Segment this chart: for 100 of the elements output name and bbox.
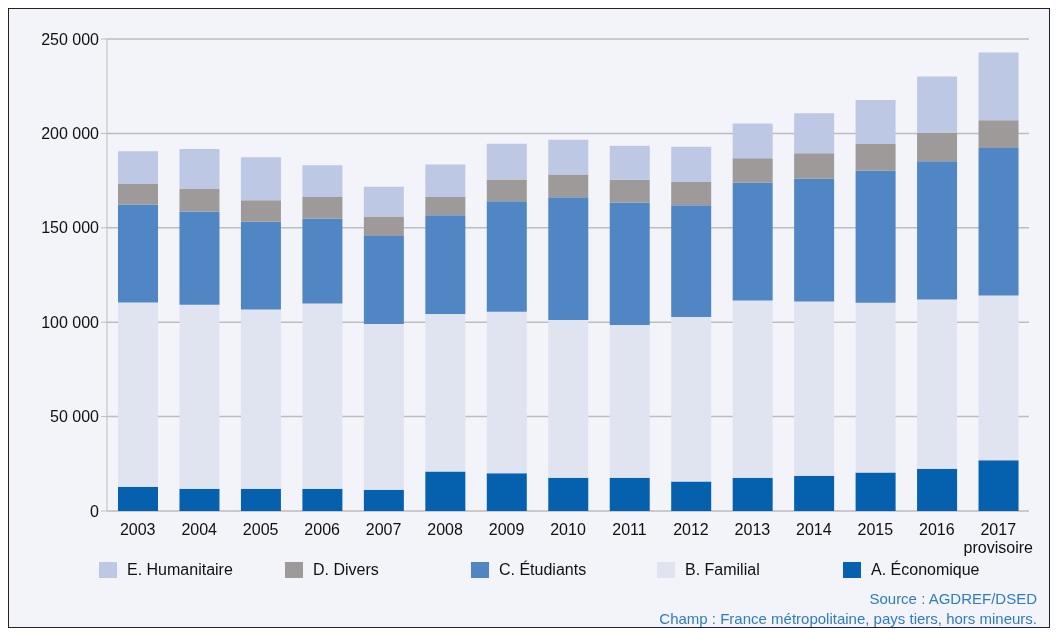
bar — [609, 145, 650, 180]
bar — [363, 324, 404, 490]
bar — [425, 197, 466, 216]
bar — [179, 304, 220, 489]
bar — [118, 204, 158, 303]
bar — [486, 473, 527, 511]
bar — [302, 303, 343, 489]
y-tick-label: 150 000 — [41, 219, 100, 237]
bar — [118, 184, 158, 205]
bar — [855, 472, 896, 511]
x-tick-label: 2005 — [242, 521, 279, 538]
bar — [363, 489, 404, 511]
bar — [732, 158, 773, 183]
bar — [179, 488, 220, 511]
bar — [425, 215, 466, 314]
bar — [671, 481, 712, 511]
bar — [794, 153, 835, 179]
bar — [671, 181, 712, 206]
bar — [609, 325, 650, 478]
bar — [363, 236, 404, 325]
bar — [302, 165, 343, 198]
x-tick-label: 2013 — [734, 521, 771, 538]
bar — [425, 164, 466, 198]
bar — [978, 120, 1019, 148]
bar — [548, 174, 589, 198]
y-tick-label: 250 000 — [41, 30, 100, 48]
x-tick-label: 2011 — [612, 521, 647, 538]
bar — [609, 179, 650, 203]
bar — [917, 161, 958, 300]
bar — [794, 475, 835, 511]
x-tick-label: 2006 — [304, 521, 341, 538]
bar — [118, 486, 158, 511]
bar — [732, 477, 773, 511]
bar — [732, 300, 773, 478]
bar — [978, 147, 1019, 296]
x-tick-label: 2004 — [181, 521, 218, 538]
x-tick-label: 2003 — [119, 521, 156, 538]
legend-label: D. Divers — [313, 561, 379, 579]
bar — [855, 99, 896, 144]
bar — [548, 320, 589, 478]
bar — [240, 488, 281, 511]
x-tick-label: 2008 — [427, 521, 463, 538]
x-tick-label: 2014 — [796, 521, 832, 538]
bar — [240, 309, 281, 489]
bar — [978, 460, 1019, 511]
bar — [240, 200, 281, 222]
bar — [917, 132, 958, 162]
bar — [179, 211, 220, 305]
y-tick-label: 100 000 — [41, 313, 100, 331]
bar — [671, 205, 712, 318]
bar — [118, 302, 158, 487]
bar — [917, 299, 958, 469]
bar — [855, 302, 896, 473]
bar — [609, 202, 650, 326]
text: Champ : France métropolitaine, pays tiers, hors mineurs. — [659, 609, 1037, 629]
x-tick-label: 2015 — [857, 521, 894, 538]
bar — [609, 477, 650, 511]
legend-label: A. Économique — [871, 561, 980, 579]
bar — [486, 311, 527, 474]
y-tick-label: 50 000 — [50, 408, 100, 426]
bar — [302, 197, 343, 219]
x-tick-label: 2017 provisoire — [963, 521, 1034, 556]
bar — [302, 488, 343, 511]
x-tick-label: 2009 — [488, 521, 525, 538]
bar — [118, 151, 158, 184]
legend-label: C. Étudiants — [499, 561, 587, 579]
source-note: Source : AGDREF/DSED — [868, 589, 1037, 609]
y-tick-label: 200 000 — [41, 125, 100, 143]
bar — [917, 468, 958, 511]
bar — [486, 201, 527, 312]
bar — [855, 170, 896, 303]
bar — [486, 179, 527, 202]
bar — [486, 143, 527, 180]
bar — [179, 188, 220, 212]
bar — [425, 313, 466, 472]
bar — [732, 123, 773, 159]
bar — [240, 157, 281, 201]
bar — [179, 149, 220, 189]
bar — [671, 146, 712, 182]
bar — [548, 197, 589, 321]
bar — [794, 113, 835, 154]
y-tick-label: 0 — [90, 502, 100, 520]
bar — [855, 143, 896, 171]
x-tick-label: 2007 — [365, 521, 402, 538]
bar — [917, 76, 958, 133]
bar — [732, 182, 773, 301]
bar — [548, 139, 589, 175]
bar — [671, 317, 712, 482]
bar — [794, 301, 835, 476]
bar — [363, 186, 404, 217]
bar — [548, 477, 589, 511]
bar — [240, 221, 281, 310]
legend-label: B. Familial — [685, 561, 760, 579]
bar — [978, 295, 1019, 461]
bar — [425, 471, 466, 511]
x-tick-label: 2010 — [550, 521, 586, 538]
bar — [302, 218, 343, 304]
bar — [363, 216, 404, 237]
legend-label: E. Humanitaire — [127, 561, 233, 579]
x-tick-label: 2012 — [673, 521, 709, 538]
